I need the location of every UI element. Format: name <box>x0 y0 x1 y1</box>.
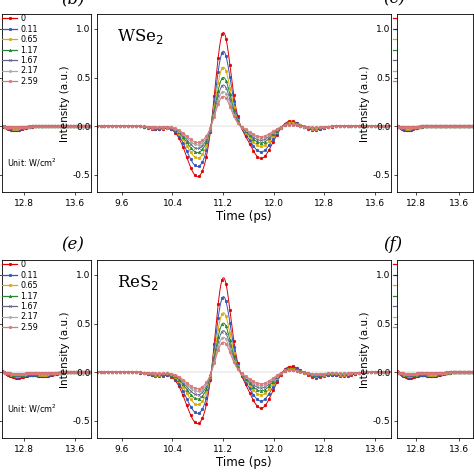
Legend: 0, 0.11, 0.65, 1.17, 1.67, 2.17, 2.59: 0, 0.11, 0.65, 1.17, 1.67, 2.17, 2.59 <box>2 260 38 332</box>
Text: (c): (c) <box>383 0 405 7</box>
Y-axis label: Intensity (a.u.): Intensity (a.u.) <box>360 65 370 142</box>
X-axis label: Time (ps): Time (ps) <box>216 210 272 224</box>
Y-axis label: Intensity (a.u.): Intensity (a.u.) <box>60 311 70 388</box>
Y-axis label: Intensity (a.u.): Intensity (a.u.) <box>360 311 370 388</box>
Text: Unit: W/cm$^2$: Unit: W/cm$^2$ <box>396 376 446 389</box>
Text: WSe$_2$: WSe$_2$ <box>117 27 164 46</box>
X-axis label: Time (ps): Time (ps) <box>216 456 272 469</box>
Legend: 0, 0.11, 0.65, 1.17, 1.67, 2.17, 2.59: 0, 0.11, 0.65, 1.17, 1.67, 2.17, 2.59 <box>2 14 38 86</box>
Text: ReS$_2$: ReS$_2$ <box>117 273 159 292</box>
Text: (e): (e) <box>61 236 84 253</box>
Text: Unit: W/cm$^2$: Unit: W/cm$^2$ <box>7 157 56 169</box>
Legend: 0, 0.11, 0.65, 1.17, 1.67, 2.17, 2.59: 0, 0.11, 0.65, 1.17, 1.67, 2.17, 2.59 <box>393 14 429 86</box>
Legend: 0, 0.11, 0.65, 1.17, 1.67, 2.17, 2.59: 0, 0.11, 0.65, 1.17, 1.67, 2.17, 2.59 <box>393 260 429 332</box>
Text: Unit: W/cm$^2$: Unit: W/cm$^2$ <box>396 130 446 143</box>
Y-axis label: Intensity (a.u.): Intensity (a.u.) <box>60 65 70 142</box>
Text: (b): (b) <box>61 0 85 7</box>
Text: Unit: W/cm$^2$: Unit: W/cm$^2$ <box>7 403 56 415</box>
Text: (f): (f) <box>383 236 402 253</box>
